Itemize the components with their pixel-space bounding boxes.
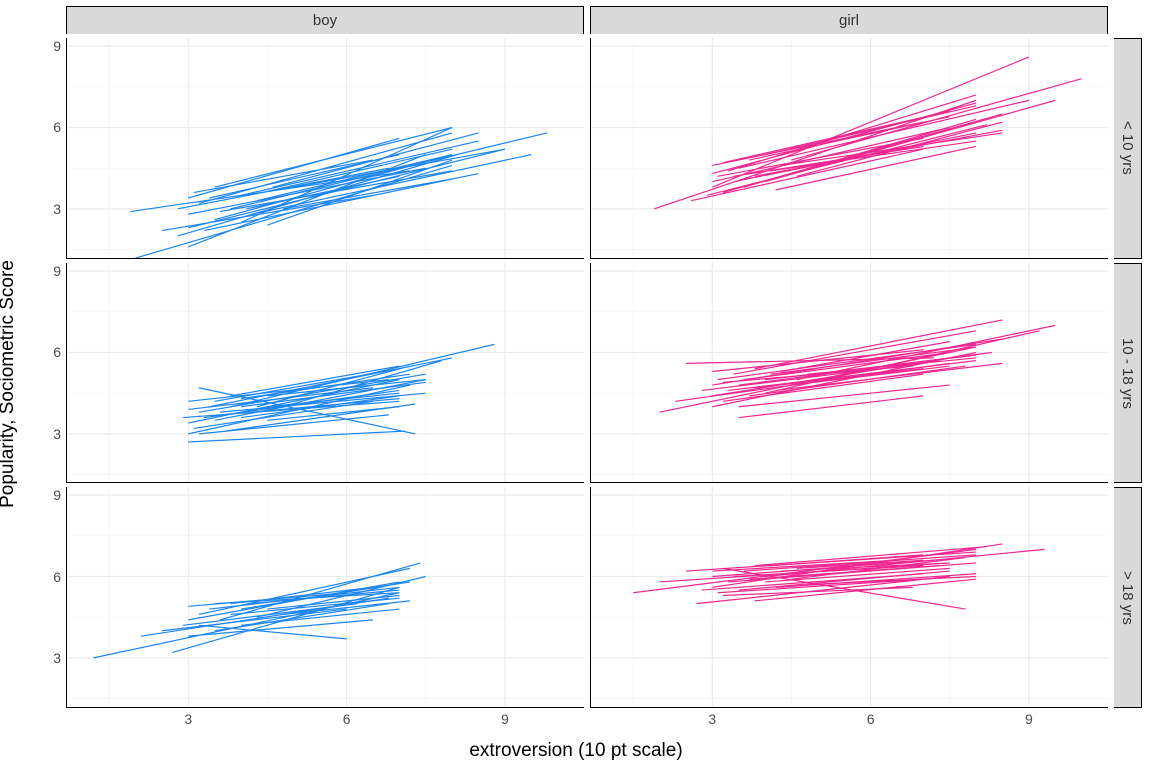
y-tick-label: 9 (53, 38, 61, 54)
y-tick-label: 3 (53, 426, 61, 442)
x-tick-label: 9 (501, 711, 509, 727)
facet-row-strip: 10 - 18 yrs (1114, 263, 1142, 484)
facet-grid: boygirl369< 10 yrs36910 - 18 yrs36936936… (66, 6, 1142, 708)
strip-corner (1114, 6, 1142, 34)
facet-row-strip: < 10 yrs (1114, 38, 1142, 259)
x-tick-label: 3 (708, 711, 716, 727)
y-tick-label: 9 (53, 263, 61, 279)
y-tick-label: 9 (53, 487, 61, 503)
facet-row-strip: > 18 yrs (1114, 487, 1142, 708)
y-tick-label: 3 (53, 650, 61, 666)
y-axis-label: Popularity, Sociometric Score (0, 260, 19, 508)
faceted-chart: Popularity, Sociometric Score extroversi… (0, 0, 1152, 768)
facet-panel: 369 (66, 263, 584, 484)
facet-panel (590, 263, 1108, 484)
y-tick-label: 3 (53, 201, 61, 217)
facet-panel: 369 (66, 38, 584, 259)
y-tick-label: 6 (53, 344, 61, 360)
facet-panel (590, 38, 1108, 259)
x-tick-label: 3 (184, 711, 192, 727)
y-tick-label: 6 (53, 569, 61, 585)
facet-panel: 369 (590, 487, 1108, 708)
x-tick-label: 6 (343, 711, 351, 727)
facet-col-strip: girl (590, 6, 1108, 34)
facet-col-strip: boy (66, 6, 584, 34)
y-tick-label: 6 (53, 119, 61, 135)
facet-panel: 369369 (66, 487, 584, 708)
x-tick-label: 9 (1025, 711, 1033, 727)
x-tick-label: 6 (867, 711, 875, 727)
x-axis-label: extroversion (10 pt scale) (0, 740, 1152, 762)
